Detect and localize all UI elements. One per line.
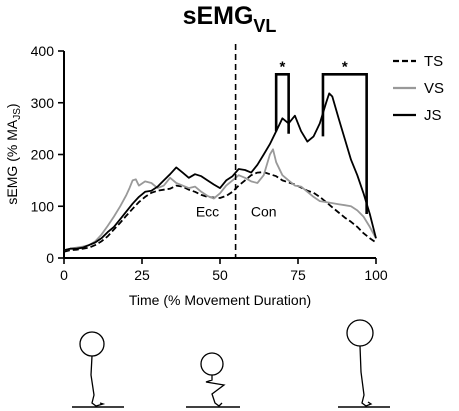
x-axis-label: Time (% Movement Duration) (129, 292, 311, 308)
x-tick-label: 0 (60, 267, 68, 283)
legend-label-vs: VS (424, 80, 444, 97)
figure-standing-end (338, 319, 390, 408)
x-tick-label: 100 (364, 267, 388, 283)
significance-bracket (321, 72, 368, 215)
significance-star: * (279, 58, 285, 75)
x-ticks: 0 25 50 75 100 (60, 258, 388, 283)
y-tick-label: 0 (46, 250, 54, 266)
axes (63, 51, 376, 259)
chart-title-main: sEMG (182, 2, 254, 30)
significance-layer: * * (274, 58, 368, 215)
body (359, 345, 373, 407)
body (90, 355, 106, 407)
chart-title-subscript: VL (253, 16, 277, 36)
legend-label-ts: TS (424, 53, 443, 70)
series-line-ts (63, 171, 377, 253)
y-tick-label: 300 (31, 95, 55, 111)
y-axis-label-main: sEMG (% MA (4, 119, 20, 204)
x-tick-label: 25 (134, 267, 150, 283)
y-axis-label-end: ) (4, 103, 20, 108)
phase-label-con: Con (251, 203, 277, 219)
body (205, 375, 226, 407)
series-line-vs (63, 148, 377, 252)
head (346, 319, 374, 347)
x-tick-label: 75 (290, 267, 306, 283)
series-line-js (63, 92, 377, 252)
legend: TS VS JS (393, 53, 444, 124)
y-tick-label: 200 (31, 147, 55, 163)
y-axis-label-subscript: JS (12, 108, 23, 120)
figure-standing-start (72, 331, 124, 408)
legend-label-js: JS (424, 107, 442, 124)
significance-star: * (342, 58, 348, 75)
x-tick-label: 50 (212, 267, 228, 283)
figure-squat-bottom (186, 352, 240, 408)
chart-title: sEMGVL (0, 2, 459, 36)
y-ticks: 0 100 200 300 400 (31, 43, 64, 266)
significance-bracket (274, 72, 290, 134)
head (200, 352, 224, 376)
head (79, 331, 105, 357)
y-axis-label: sEMG (% MAJS) (4, 103, 23, 204)
phase-label-ecc: Ecc (196, 203, 219, 219)
phase-labels: Ecc Con (196, 203, 277, 219)
y-tick-label: 100 (31, 198, 55, 214)
y-tick-label: 400 (31, 43, 55, 59)
series-layer (63, 92, 377, 253)
